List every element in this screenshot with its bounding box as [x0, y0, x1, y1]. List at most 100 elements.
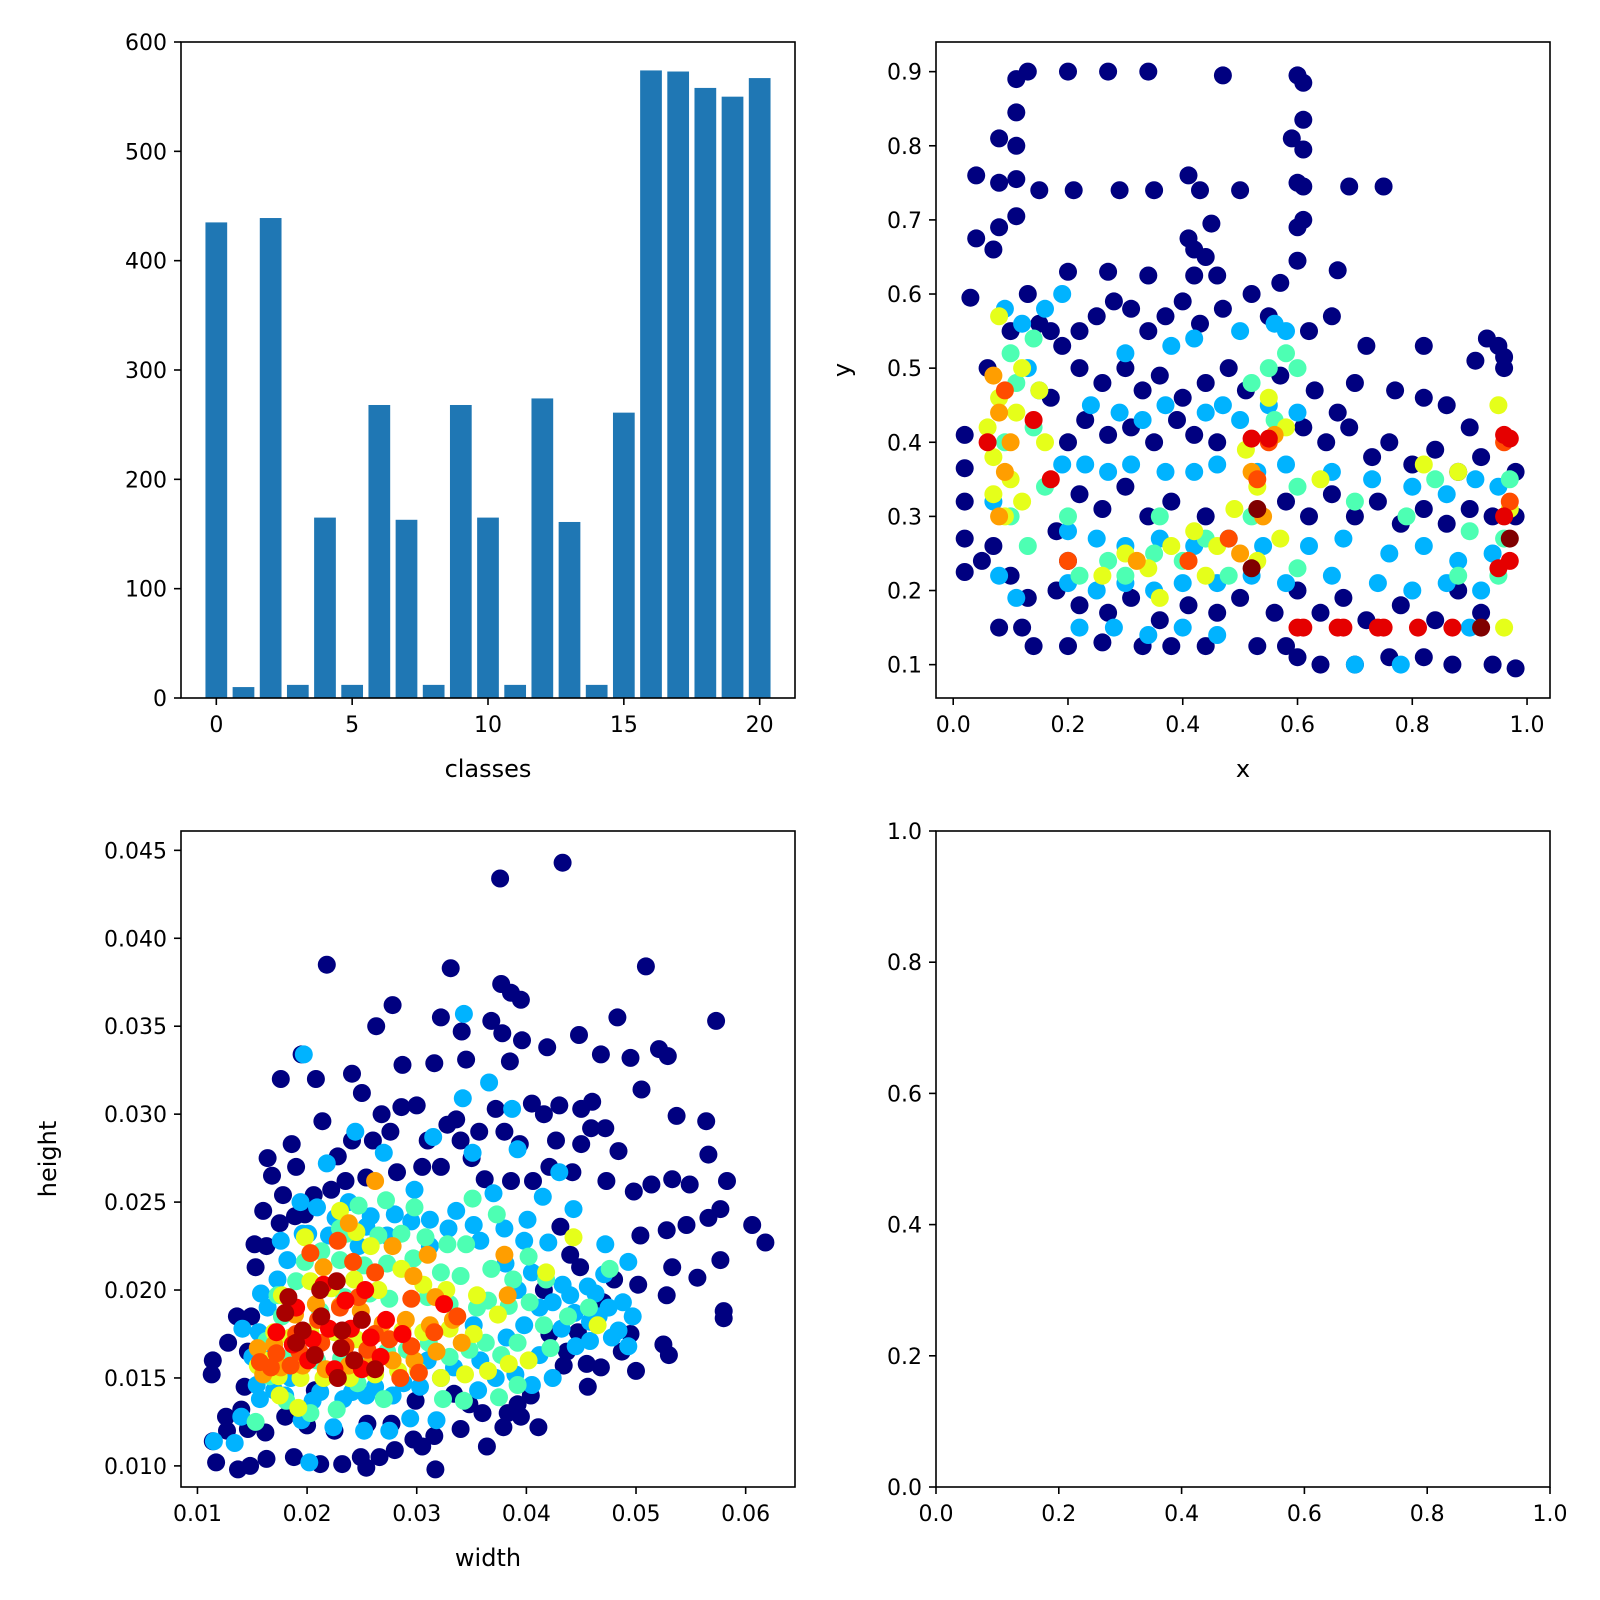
scatter-point [1231, 411, 1250, 429]
scatter-point [1248, 470, 1267, 489]
scatter-point [1059, 637, 1077, 656]
scatter-point [1374, 177, 1393, 196]
bar-class-8 [422, 684, 445, 698]
scatter-point [519, 1247, 538, 1266]
scatter-point [1185, 425, 1204, 444]
scatter-point [468, 1298, 486, 1317]
scatter-point [1472, 448, 1491, 467]
scatter-point [1093, 633, 1112, 652]
scatter-point [1305, 381, 1324, 400]
bar-class-6 [368, 404, 391, 698]
scatter-point [1248, 500, 1267, 518]
scatter-point [1277, 637, 1295, 656]
scatter-point [356, 1281, 375, 1299]
scatter-point [409, 1363, 428, 1382]
scatter-point [1208, 603, 1227, 622]
x-tick-label: 5 [345, 713, 359, 738]
scatter-point [1150, 366, 1169, 385]
scatter-point [1288, 477, 1307, 496]
scatter-point [1116, 344, 1135, 363]
scatter-point [533, 1187, 552, 1206]
scatter-point [586, 1284, 605, 1303]
axes-frame [180, 830, 796, 1488]
scatter-point [577, 1354, 596, 1373]
scatter-point [1391, 596, 1410, 615]
scatter-point [1242, 374, 1261, 392]
scatter-point [333, 1321, 352, 1340]
scatter-point [1168, 411, 1186, 429]
scatter-point [418, 1245, 437, 1264]
scatter-point [1311, 470, 1330, 489]
scatter-point [457, 1235, 476, 1254]
scatter-point [1345, 507, 1364, 526]
x-tick-label: 0.2 [1050, 713, 1085, 738]
scatter-point [543, 1293, 562, 1312]
bar-class-17 [667, 71, 690, 698]
subplot-3: 0.01 0.02 0.03 0.04 0.05 0.06 0.010 0.015 0.020 0… [34, 830, 796, 1572]
scatter-point [1024, 329, 1043, 348]
scatter-point [1173, 292, 1192, 311]
scatter-point [1185, 462, 1204, 481]
scatter-point [405, 1198, 424, 1217]
scatter-point [314, 1258, 333, 1277]
scatter-point [372, 1105, 391, 1124]
scatter-point [1397, 507, 1416, 526]
x-tick-label: 10 [474, 713, 502, 738]
scatter-point [522, 1094, 541, 1113]
scatter-point [990, 566, 1009, 585]
scatter-point [1162, 537, 1181, 555]
scatter-point [537, 1263, 556, 1282]
scatter-point [1099, 262, 1118, 281]
scatter-point [441, 959, 460, 978]
scatter-point [484, 1184, 503, 1203]
scatter-point [1145, 181, 1164, 200]
subplot-4: 0.0 0.2 0.4 0.6 0.8 1.0 0.0 0.2 0.4 0.6 0.8 1.0 [887, 820, 1568, 1527]
scatter-point [534, 1316, 553, 1335]
scatter-point [1110, 403, 1129, 422]
scatter-point [1076, 455, 1095, 474]
scatter-point [305, 1346, 324, 1365]
scatter-point [1185, 522, 1204, 541]
scatter-point [250, 1390, 269, 1409]
scatter-point [659, 1346, 678, 1365]
y-tick-label: 0.040 [104, 927, 167, 952]
scatter-point [1391, 655, 1410, 674]
scatter-point [1277, 455, 1295, 474]
scatter-point [317, 955, 336, 974]
scatter-point [1213, 299, 1232, 318]
scatter-point [984, 366, 1003, 385]
y-tick-label: 0.8 [887, 135, 922, 160]
scatter-point [984, 537, 1003, 555]
scatter-point [404, 1267, 423, 1285]
x-tick-label: 0.01 [173, 1502, 222, 1527]
scatter-point [629, 1275, 648, 1294]
scatter-point [550, 1096, 569, 1115]
scatter-point [1001, 433, 1020, 452]
scatter-point [233, 1319, 252, 1338]
x-tick-label: 0.8 [1410, 1502, 1445, 1527]
scatter-point [447, 1201, 466, 1220]
scatter-point [345, 1351, 364, 1370]
scatter-point [1466, 470, 1485, 489]
scatter-point [1087, 581, 1106, 600]
y-tick-label: 1.0 [887, 820, 922, 845]
scatter-point [508, 1140, 527, 1159]
bar-class-3 [286, 684, 309, 698]
scatter-point [402, 1212, 421, 1231]
scatter-point [258, 1298, 277, 1317]
scatter-point [680, 1175, 699, 1194]
y-tick-label: 0.0 [887, 1476, 922, 1501]
scatter-point [1500, 492, 1519, 511]
scatter-point [1064, 181, 1083, 200]
scatter-point [420, 1210, 439, 1229]
scatter-point [328, 1231, 347, 1250]
plot-area [205, 70, 771, 699]
y-tick-label: 0.020 [104, 1279, 167, 1304]
scatter-point [1472, 581, 1491, 600]
scatter-point [427, 1342, 446, 1361]
scatter-point [1380, 544, 1399, 563]
scatter-point [564, 1200, 583, 1219]
scatter-point [551, 1217, 570, 1236]
scatter-point [229, 1460, 247, 1479]
